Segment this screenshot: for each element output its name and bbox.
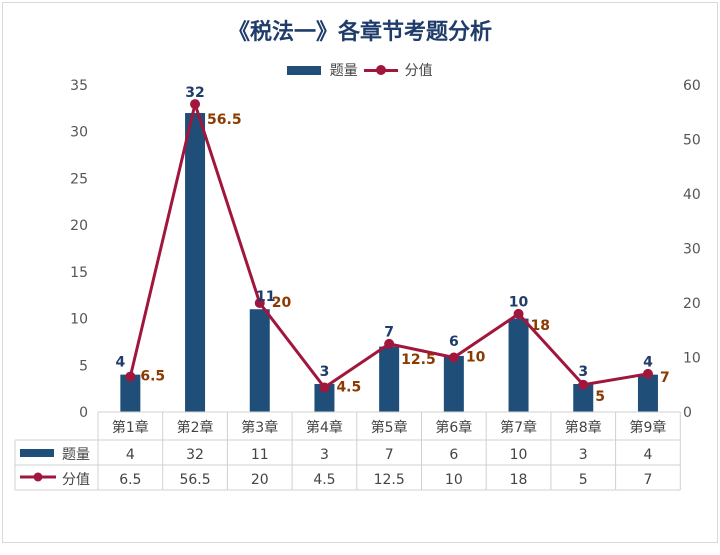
table-cell-bar-value: 4: [643, 447, 652, 463]
y-left-tick-label: 5: [79, 358, 88, 374]
bar: [379, 346, 400, 412]
legend-line-swatch: [364, 65, 399, 75]
bar: [120, 374, 141, 412]
y-right-tick-label: 60: [683, 78, 701, 94]
table-cell-line-value: 10: [445, 472, 463, 488]
line-data-label: 10: [466, 350, 486, 366]
bar: [443, 355, 464, 412]
y-left-tick-label: 25: [70, 171, 88, 187]
table-row-label-line: 分值: [62, 472, 90, 488]
bar-data-label: 10: [509, 295, 529, 311]
table-cell-line-value: 18: [510, 472, 528, 488]
line-data-label: 5: [595, 389, 605, 405]
category-label: 第5章: [371, 419, 408, 436]
y-right-tick-label: 0: [683, 405, 692, 421]
category-label: 第6章: [435, 419, 472, 436]
legend-bar-swatch: [287, 65, 322, 75]
line-point: [448, 352, 459, 363]
category-label: 第4章: [306, 419, 343, 436]
table-cell-bar-value: 10: [510, 447, 528, 463]
table-cell-bar-value: 3: [579, 447, 588, 463]
bar: [637, 374, 658, 412]
table-cell-bar-value: 11: [251, 447, 269, 463]
table-cell-bar-value: 32: [186, 447, 204, 463]
legend: 题量 分值: [0, 60, 720, 80]
table-cell-bar-value: 4: [126, 447, 135, 463]
y-right-tick-label: 30: [683, 242, 701, 258]
bar: [508, 318, 529, 412]
line-point: [578, 379, 589, 390]
table-cell-line-value: 20: [251, 472, 269, 488]
bar: [185, 113, 206, 413]
line-data-label: 56.5: [207, 112, 242, 128]
table-cell-line-value: 7: [643, 472, 652, 488]
line-point: [254, 298, 265, 308]
y-left-tick-label: 15: [70, 265, 88, 281]
table-cell-line-value: 5: [579, 472, 588, 488]
bar: [249, 309, 270, 412]
line-point: [384, 338, 395, 349]
bar: [573, 383, 594, 412]
table-row-label-bar: 题量: [62, 447, 90, 463]
bar-data-label: 4: [115, 355, 125, 371]
y-left-tick-label: 30: [70, 125, 88, 141]
bar-data-label: 3: [320, 364, 330, 380]
y-left-tick-label: 0: [79, 405, 88, 421]
table-cell-bar-value: 3: [320, 447, 329, 463]
y-left-tick-label: 20: [70, 218, 88, 234]
chart-title: 《税法一》各章节考题分析: [227, 20, 492, 45]
table-cell-line-value: 12.5: [374, 472, 405, 488]
bar: [314, 383, 335, 412]
bar-data-label: 11: [256, 289, 275, 305]
table-cell-line-value: 4.5: [313, 472, 335, 488]
table-bar-swatch: [20, 449, 54, 457]
line-point: [319, 382, 330, 393]
category-label: 第9章: [629, 419, 666, 436]
bar-data-label: 7: [384, 325, 394, 341]
line-data-label: 18: [531, 318, 550, 334]
line-data-label: 6.5: [140, 369, 165, 385]
category-label: 第2章: [177, 419, 214, 436]
y-right-tick-label: 50: [683, 133, 701, 149]
line-point: [513, 308, 524, 319]
line-data-label: 4.5: [336, 379, 361, 395]
table-cell-bar-value: 6: [449, 447, 458, 463]
y-left-tick-label: 35: [70, 78, 88, 94]
bar-data-label: 3: [578, 364, 588, 380]
bar-data-label: 32: [185, 85, 204, 101]
category-label: 第1章: [112, 419, 149, 436]
line-data-label: 12.5: [401, 352, 436, 368]
y-right-tick-label: 20: [683, 296, 701, 312]
y-left-tick-label: 10: [70, 312, 88, 328]
table-cell-line-value: 56.5: [179, 472, 210, 488]
line-data-label: 7: [660, 370, 670, 386]
line-point: [642, 368, 653, 379]
y-right-tick-label: 40: [683, 187, 701, 203]
legend-line-label: 分值: [404, 63, 433, 79]
line-point: [190, 99, 201, 110]
bar-data-label: 4: [643, 355, 653, 371]
table-cell-bar-value: 7: [385, 447, 394, 463]
line-data-label: 20: [272, 295, 292, 311]
table-line-swatch-marker: [33, 472, 43, 482]
legend-bar-label: 题量: [329, 63, 358, 79]
category-label: 第7章: [500, 419, 537, 436]
category-label: 第8章: [565, 419, 602, 436]
table-cell-line-value: 6.5: [119, 472, 141, 488]
category-label: 第3章: [241, 419, 278, 436]
bar-data-label: 6: [449, 334, 459, 350]
chart-frame: [2, 2, 718, 543]
line-point: [125, 371, 136, 382]
y-right-tick-label: 10: [683, 351, 701, 367]
